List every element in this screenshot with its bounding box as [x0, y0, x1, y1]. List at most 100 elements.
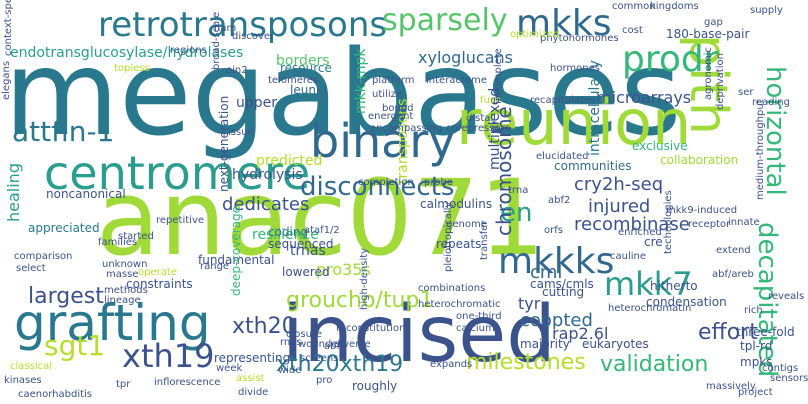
cloud-word: calmodulins: [420, 197, 493, 211]
cloud-word: kingdoms: [650, 1, 699, 12]
cloud-word: resource: [280, 61, 332, 75]
cloud-word: contigs: [762, 363, 799, 374]
cloud-word: microarrays: [596, 88, 692, 107]
cloud-word: endotransglucosylase/hydrolases: [10, 45, 244, 61]
cloud-word: regions: [170, 45, 207, 56]
cloud-word: cutting: [542, 285, 585, 299]
cloud-word: representing: [214, 351, 291, 365]
cloud-word: kinases: [4, 375, 42, 386]
cloud-word: combinations: [418, 283, 486, 294]
cloud-word: noncanonical: [46, 187, 126, 201]
cloud-word: condensation: [646, 295, 727, 309]
cloud-word: rnas: [280, 337, 302, 348]
cloud-word: enriched: [618, 227, 662, 238]
cloud-word: comparison: [14, 251, 73, 262]
cloud-word: operate: [138, 267, 177, 278]
cloud-word: deep-coverage: [229, 205, 243, 296]
cloud-word: megabases: [4, 24, 682, 162]
cloud-word: energent: [368, 111, 414, 122]
cloud-word: cre: [644, 235, 663, 249]
cloud-word: disconnects: [300, 172, 455, 202]
cloud-word: cost: [622, 25, 643, 36]
cloud-word: gap: [704, 17, 723, 28]
cloud-word: week: [216, 363, 243, 374]
cloud-word: repeats: [436, 237, 482, 251]
cloud-word: corepressors: [446, 123, 510, 134]
cloud-word: lineage: [104, 295, 141, 306]
cloud-word: collaboration: [660, 153, 739, 167]
cloud-word: appreciated: [28, 221, 100, 235]
cloud-word: predicted: [256, 153, 323, 169]
cloud-word: exclusive: [632, 139, 688, 153]
cloud-word: leunig: [290, 83, 327, 97]
cloud-word: massively: [706, 381, 756, 392]
cloud-word: eukaryotes: [582, 337, 649, 351]
cloud-word: pro: [316, 375, 333, 386]
cloud-word: trna: [508, 185, 529, 196]
cloud-word: effort: [698, 320, 758, 345]
cloud-word: supply: [750, 5, 783, 16]
cloud-word: mkk-mpk: [353, 48, 369, 114]
cloud-word: rich: [744, 305, 763, 316]
cloud-word: medium-throughput: [755, 99, 766, 200]
cloud-word: grafting: [14, 294, 211, 352]
cloud-word: xth20: [232, 314, 296, 339]
cloud-word: masse: [106, 269, 139, 280]
cloud-word: heterochromatin: [608, 303, 692, 314]
cloud-word: distal: [466, 113, 494, 124]
cloud-word: hydrolysis: [232, 167, 303, 183]
cloud-word: unknown: [102, 259, 148, 270]
cloud-word: validation: [600, 352, 709, 377]
cloud-word: agronomic: [703, 47, 714, 100]
cloud-word: ataf1/2: [304, 225, 340, 236]
cloud-word: hormones: [550, 63, 600, 74]
cloud-word: largest: [28, 284, 104, 309]
cloud-word: attfin-1: [12, 115, 115, 148]
cloud-word: xth20xth19: [276, 352, 404, 377]
cloud-word: encompassing: [370, 123, 443, 134]
cloud-word: cml: [530, 262, 563, 283]
cloud-word: telomeres: [268, 75, 319, 86]
cloud-word: one-third: [456, 311, 502, 322]
cloud-word: inflorescence: [154, 377, 221, 388]
cloud-word: platform: [372, 75, 415, 86]
cloud-word: sparsely: [382, 3, 508, 38]
cloud-word: binary: [310, 114, 456, 168]
cloud-word: intracellularly: [587, 60, 603, 156]
cloud-word: caenorhabditis: [18, 389, 93, 400]
cloud-word: coopted: [520, 310, 593, 331]
cloud-word: discover: [232, 31, 275, 42]
cloud-word: pro35s: [316, 260, 371, 279]
cloud-word: reading: [752, 97, 790, 108]
cloud-word: deprivation: [715, 53, 726, 110]
cloud-word: transfer: [479, 220, 490, 261]
cloud-word: prodr: [622, 39, 719, 80]
cloud-word: en: [500, 198, 533, 228]
cloud-word: project: [738, 387, 773, 398]
cloud-word: bound: [382, 103, 414, 114]
cloud-word: resilience: [252, 227, 319, 243]
cloud-word: recapitulates: [530, 95, 596, 106]
cloud-word: groucho/tup1: [286, 288, 434, 313]
cloud-word: tyr: [518, 294, 541, 313]
cloud-word: issue: [228, 127, 254, 138]
cloud-word: phytohormones: [540, 33, 619, 44]
cloud-word: cams/cmls: [530, 277, 594, 291]
cloud-word: orfs: [544, 225, 563, 236]
cloud-word: optimized: [510, 29, 560, 40]
cloud-word: milestones: [466, 350, 586, 375]
cloud-word: assist: [236, 373, 265, 384]
cloud-word: reconstitution: [336, 323, 406, 334]
cloud-word: mkkks: [498, 241, 615, 282]
cloud-word: mkks: [516, 3, 612, 44]
cloud-word: xyloglucans: [418, 48, 513, 67]
cloud-word: extend: [716, 245, 751, 256]
cloud-word: ser: [738, 87, 754, 98]
cloud-word: incomplete: [493, 48, 504, 104]
cloud-word: genome: [446, 219, 487, 230]
cloud-word: topless: [114, 63, 150, 74]
cloud-word: started: [118, 231, 154, 242]
cloud-word: next-generation: [217, 95, 231, 192]
cloud-word: 180-base-pair: [666, 27, 750, 41]
